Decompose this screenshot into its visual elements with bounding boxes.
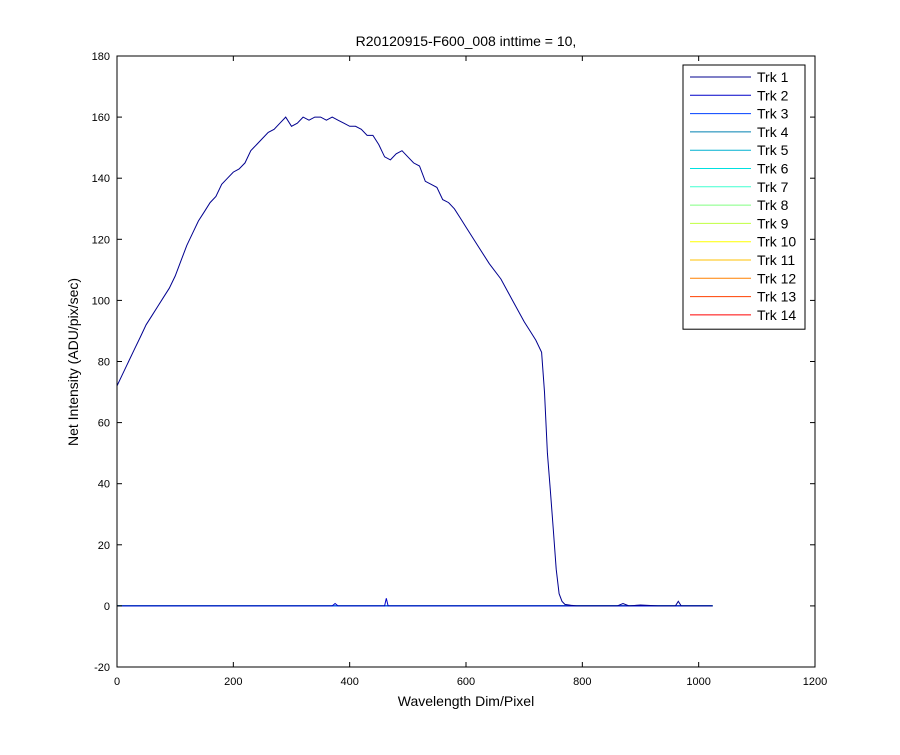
legend-label: Trk 2 xyxy=(757,87,789,103)
y-tick-label: 0 xyxy=(104,601,110,613)
chart-title: R20120915-F600_008 inttime = 10, xyxy=(356,33,577,49)
y-tick-label: 180 xyxy=(92,51,110,63)
legend-label: Trk 11 xyxy=(757,252,795,268)
y-tick-label: 120 xyxy=(92,234,110,246)
x-tick-label: 600 xyxy=(457,676,475,688)
axis-ticks: 0 200 400 600 800 1000 1200 -20 0 20 40 60 80 100 120 1… xyxy=(92,51,828,688)
y-tick-label: 40 xyxy=(98,479,110,491)
legend-label: Trk 14 xyxy=(757,307,796,323)
x-tick-label: 1000 xyxy=(686,676,710,688)
y-tick-label: 80 xyxy=(98,357,110,369)
legend-label: Trk 4 xyxy=(757,124,789,140)
y-tick-label: 20 xyxy=(98,540,110,552)
x-tick-label: 0 xyxy=(114,676,120,688)
y-tick-label: -20 xyxy=(94,662,110,674)
series-line-trk-2 xyxy=(117,598,713,607)
legend-box xyxy=(682,64,806,330)
x-axis-label: Wavelength Dim/Pixel xyxy=(398,693,534,709)
legend-label: Trk 12 xyxy=(757,270,796,286)
y-tick-label: 140 xyxy=(92,173,110,185)
y-axis-label: Net Intensity (ADU/pix/sec) xyxy=(65,278,81,446)
legend-label: Trk 8 xyxy=(757,197,789,213)
legend-label: Trk 5 xyxy=(757,142,789,158)
x-tick-label: 400 xyxy=(340,676,358,688)
x-tick-label: 200 xyxy=(224,676,242,688)
legend-label: Trk 9 xyxy=(757,215,789,231)
legend-label: Trk 1 xyxy=(757,69,789,85)
legend-label: Trk 3 xyxy=(757,106,789,122)
series-line-trk-1 xyxy=(116,116,713,607)
plot-lines xyxy=(116,116,713,607)
legend: Trk 1 Trk 2 Trk 3 Trk 4 Trk 5 Trk 6 Trk 7 Trk 8… xyxy=(682,64,806,330)
legend-label: Trk 7 xyxy=(757,179,789,195)
x-tick-label: 800 xyxy=(573,676,591,688)
x-tick-label: 1200 xyxy=(803,676,827,688)
y-tick-label: 100 xyxy=(92,295,110,307)
legend-label: Trk 6 xyxy=(757,161,789,177)
legend-label: Trk 10 xyxy=(757,234,796,250)
y-tick-label: 60 xyxy=(98,418,110,430)
legend-label: Trk 13 xyxy=(757,289,796,305)
y-tick-label: 160 xyxy=(92,112,110,124)
